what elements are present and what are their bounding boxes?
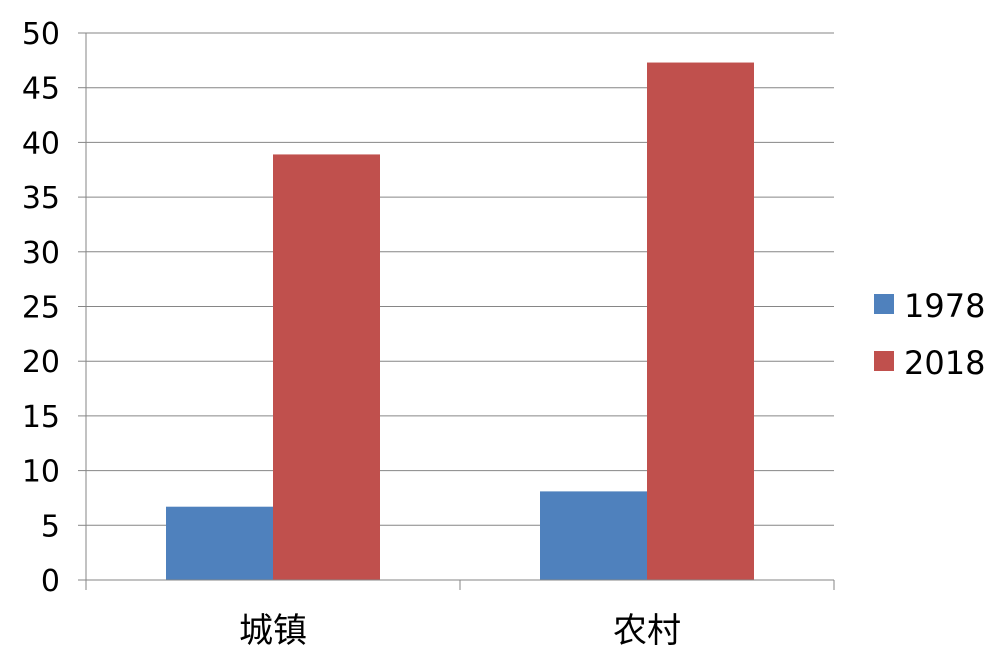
legend: 1978 2018	[874, 287, 985, 382]
x-axis-category-ticks	[85, 580, 835, 590]
bars	[166, 62, 754, 580]
y-tick-label: 10	[22, 455, 60, 490]
y-tick-label: 5	[41, 509, 60, 544]
x-category-label: 城镇	[239, 611, 307, 651]
bar-1978-0	[166, 506, 273, 580]
legend-swatch	[874, 351, 894, 371]
x-category-label: 农村	[613, 611, 681, 651]
x-axis-category-labels: 城镇 农村	[239, 611, 681, 651]
y-tick-label: 40	[22, 126, 60, 161]
legend-label: 1978	[904, 287, 985, 325]
y-tick-label: 45	[22, 72, 60, 107]
bar-1978-1	[540, 491, 647, 580]
y-tick-label: 25	[22, 291, 60, 326]
bar-2018-0	[273, 154, 380, 580]
y-tick-label: 0	[41, 564, 60, 599]
y-tick-label: 30	[22, 236, 60, 271]
y-tick-label: 15	[22, 400, 60, 435]
legend-swatch	[874, 294, 894, 314]
y-tick-label: 20	[22, 345, 60, 380]
gridlines	[86, 32, 834, 526]
legend-label: 2018	[904, 344, 985, 382]
bar-2018-1	[647, 62, 754, 580]
y-axis-tick-labels: 0 5 10 15 20 25 30 35 40 45 50	[22, 17, 86, 599]
y-tick-label: 50	[22, 17, 60, 52]
y-tick-label: 35	[22, 181, 60, 216]
